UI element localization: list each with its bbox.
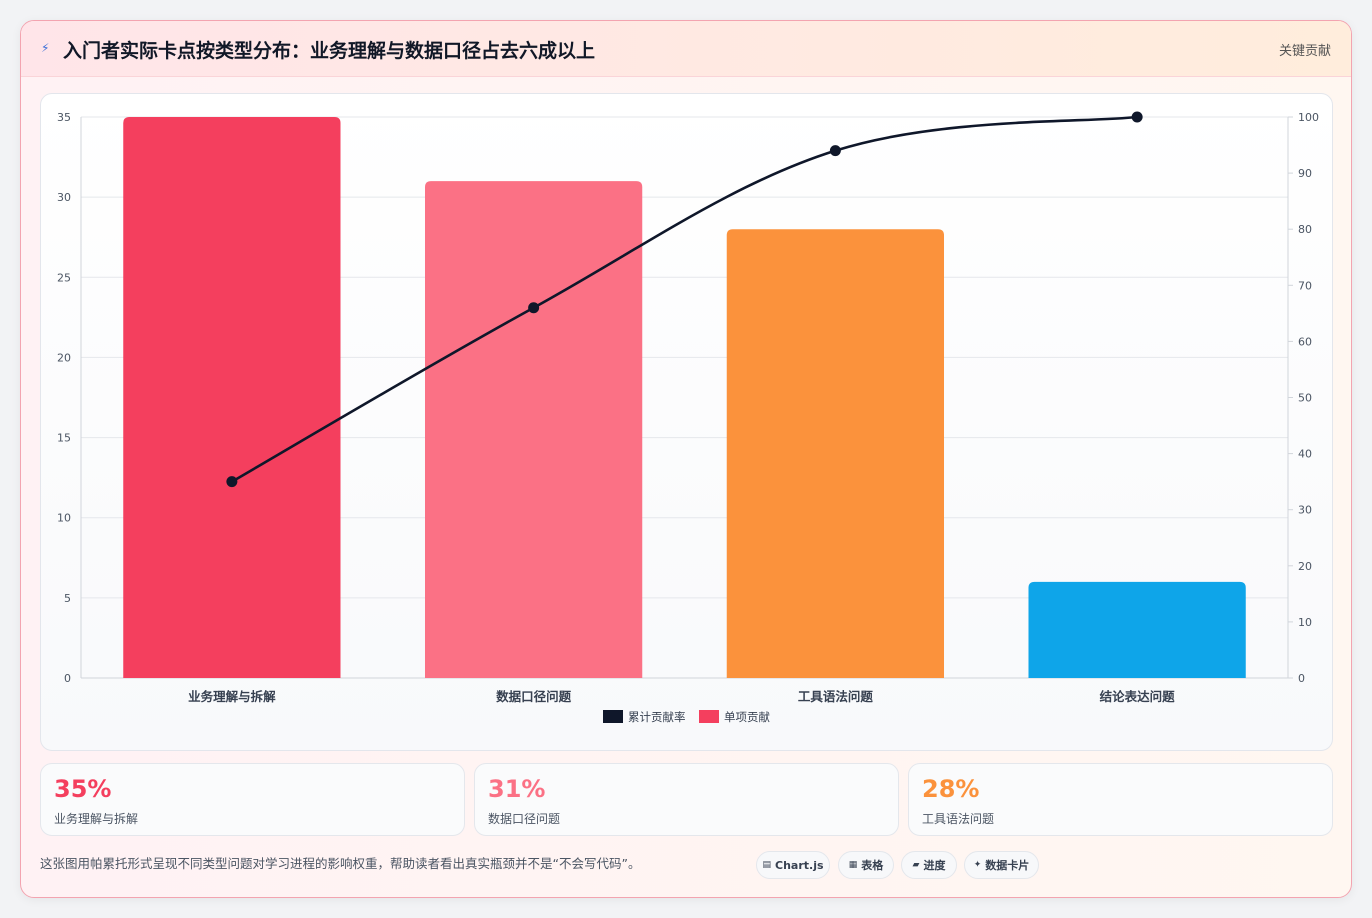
- table-icon: ▦: [848, 860, 858, 870]
- y-tick-left: 30: [57, 191, 71, 204]
- y-tick-right: 0: [1298, 672, 1305, 685]
- y-tick-right: 90: [1298, 167, 1312, 180]
- stat-card-3: 28% 工具语法问题: [908, 763, 1333, 836]
- bar: [123, 117, 341, 678]
- legend-swatch: [603, 710, 623, 723]
- pill-label: 表格: [861, 859, 884, 872]
- y-tick-right: 30: [1298, 504, 1312, 517]
- line-point: [829, 145, 841, 157]
- x-tick-label: 业务理解与拆解: [188, 689, 276, 704]
- y-tick-right: 70: [1298, 279, 1312, 292]
- header-tag: 关键贡献: [1278, 44, 1331, 59]
- y-tick-left: 15: [57, 432, 71, 445]
- card-header: ⚡ 入门者实际卡点按类型分布：业务理解与数据口径占去六成以上 关键贡献: [21, 21, 1351, 77]
- y-tick-left: 10: [57, 512, 71, 525]
- x-tick-label: 结论表达问题: [1100, 689, 1176, 704]
- footnote: 这张图用帕累托形式呈现不同类型问题对学习进程的影响权重，帮助读者看出真实瓶颈并不…: [40, 856, 641, 871]
- y-tick-left: 35: [57, 111, 71, 124]
- chart-panel: 0 5 10 15 20 25 30 35 0 10 20 30 40 50 60 70 80 90 100 业务理解…: [40, 93, 1333, 751]
- y-tick-right: 20: [1298, 560, 1312, 573]
- x-tick-label: 工具语法问题: [798, 689, 874, 704]
- pill-label: 进度: [923, 859, 946, 872]
- pill-table[interactable]: ▦ 表格: [838, 851, 894, 879]
- line-point: [226, 476, 238, 488]
- pill-progress[interactable]: ▰ 进度: [901, 851, 957, 879]
- stat-card-2: 31% 数据口径问题: [474, 763, 899, 836]
- y-tick-right: 10: [1298, 616, 1312, 629]
- y-tick-right: 80: [1298, 223, 1312, 236]
- y-tick-left: 0: [64, 672, 71, 685]
- zap-icon: ⚡: [41, 41, 50, 55]
- chart-card: ⚡ 入门者实际卡点按类型分布：业务理解与数据口径占去六成以上 关键贡献 0 5 10…: [20, 20, 1352, 898]
- legend-label: 累计贡献率: [628, 710, 686, 724]
- x-tick-label: 数据口径问题: [495, 689, 572, 704]
- y-tick-right: 50: [1298, 392, 1312, 405]
- y-tick-left: 25: [57, 271, 71, 284]
- chart-icon: ▤: [762, 860, 771, 870]
- stat-label: 业务理解与拆解: [54, 812, 139, 826]
- legend-label: 单项贡献: [724, 710, 770, 724]
- stat-value: 28%: [922, 775, 980, 803]
- pareto-chart: 0 5 10 15 20 25 30 35 0 10 20 30 40 50 60 70 80 90 100 业务理解…: [57, 111, 1319, 724]
- bar: [726, 229, 945, 678]
- bar: [424, 181, 643, 678]
- cumulative-line: [231, 115, 1138, 483]
- bar: [1028, 581, 1246, 678]
- y-tick-left: 5: [64, 592, 71, 605]
- stat-value: 31%: [488, 775, 546, 803]
- y-tick-left: 20: [57, 351, 71, 364]
- pill-data-card[interactable]: ✦ 数据卡片: [964, 851, 1039, 879]
- y-tick-right: 40: [1298, 448, 1312, 461]
- legend-swatch: [699, 710, 719, 723]
- line-point: [528, 302, 540, 314]
- pill-chartjs[interactable]: ▤ Chart.js: [756, 851, 830, 879]
- y-tick-right: 100: [1298, 111, 1319, 124]
- stat-card-1: 35% 业务理解与拆解: [40, 763, 465, 836]
- line-point: [1131, 111, 1143, 123]
- stat-label: 工具语法问题: [922, 812, 995, 826]
- sparkle-icon: ✦: [973, 860, 982, 870]
- stat-label: 数据口径问题: [488, 812, 561, 826]
- card-title: 入门者实际卡点按类型分布：业务理解与数据口径占去六成以上: [63, 40, 596, 62]
- pill-label: 数据卡片: [985, 859, 1030, 872]
- y-tick-right: 60: [1298, 335, 1312, 348]
- pill-label: Chart.js: [775, 858, 824, 872]
- stat-value: 35%: [54, 775, 112, 803]
- progress-icon: ▰: [912, 860, 920, 870]
